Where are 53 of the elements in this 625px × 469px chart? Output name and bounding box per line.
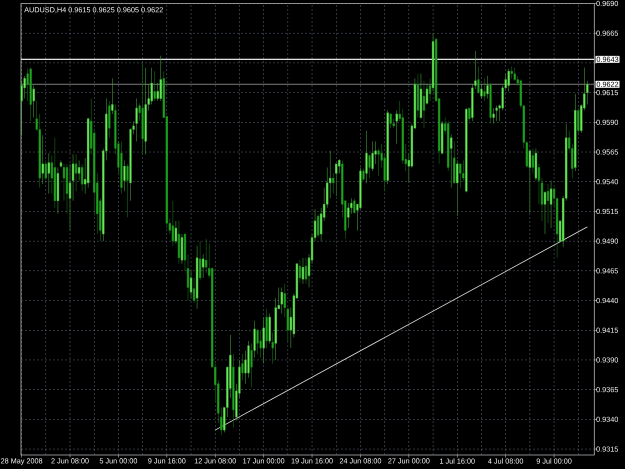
candlestick bbox=[274, 298, 277, 360]
candlestick bbox=[190, 270, 192, 298]
candlestick bbox=[477, 66, 480, 94]
candlestick bbox=[60, 160, 62, 168]
candlestick bbox=[72, 154, 74, 202]
candlestick bbox=[48, 152, 50, 194]
candlestick bbox=[422, 80, 426, 129]
candlestick bbox=[26, 68, 29, 102]
candlestick bbox=[74, 154, 78, 192]
candlestick bbox=[62, 164, 66, 202]
candlestick bbox=[253, 320, 256, 358]
candlestick bbox=[272, 332, 274, 364]
candlestick bbox=[141, 62, 144, 155]
candlestick bbox=[371, 141, 374, 172]
candlestick bbox=[172, 200, 174, 246]
candlestick bbox=[428, 78, 432, 102]
candlestick bbox=[280, 287, 283, 314]
candlestick bbox=[144, 67, 147, 155]
candlestick bbox=[42, 135, 44, 184]
candlestick bbox=[259, 330, 262, 358]
candlestick bbox=[359, 167, 362, 210]
candlestick bbox=[368, 154, 371, 178]
candlestick bbox=[362, 168, 365, 181]
candlestick bbox=[262, 316, 265, 364]
candlestick bbox=[123, 160, 126, 192]
candlestick bbox=[332, 173, 334, 194]
candlestick bbox=[120, 141, 123, 194]
candlestick bbox=[20, 80, 23, 136]
candlestick bbox=[232, 354, 235, 428]
candlestick bbox=[489, 82, 492, 124]
candlestick bbox=[302, 257, 304, 284]
candlestick bbox=[550, 180, 552, 228]
candlestick bbox=[538, 164, 540, 205]
candlestick bbox=[416, 73, 420, 118]
candlestick bbox=[347, 202, 350, 228]
candlestick bbox=[38, 114, 41, 188]
candlestick bbox=[196, 246, 198, 310]
candlestick bbox=[241, 354, 244, 380]
candlestick bbox=[492, 108, 495, 124]
candlestick bbox=[432, 32, 434, 92]
candlestick bbox=[480, 84, 483, 99]
candlestick bbox=[180, 234, 184, 264]
candlestick bbox=[178, 220, 180, 264]
candlestick bbox=[350, 198, 353, 214]
candlestick bbox=[108, 100, 111, 138]
candlestick bbox=[202, 254, 204, 278]
candlestick bbox=[546, 184, 550, 224]
candlestick bbox=[510, 66, 513, 79]
candlestick bbox=[298, 260, 302, 283]
candlestick bbox=[483, 78, 486, 102]
candlestick bbox=[250, 343, 253, 388]
candlestick bbox=[135, 98, 138, 142]
candlestick bbox=[192, 278, 196, 304]
